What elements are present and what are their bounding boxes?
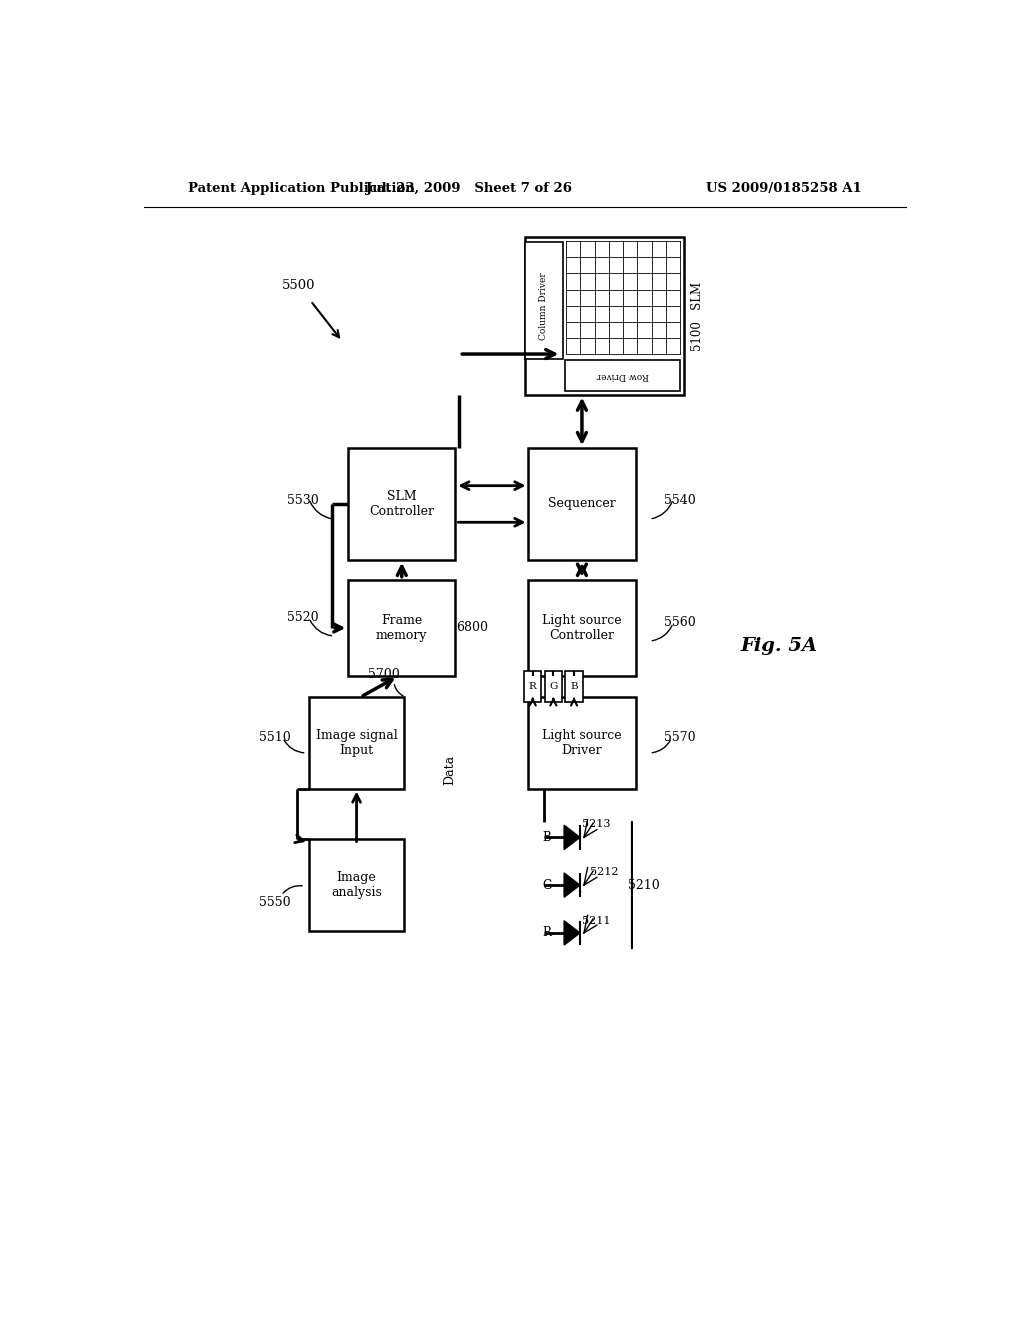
Text: Column Driver: Column Driver: [540, 272, 548, 341]
Bar: [528, 579, 636, 676]
Text: 5210: 5210: [628, 879, 659, 891]
Bar: [309, 697, 404, 788]
Text: 5530: 5530: [287, 495, 318, 507]
Text: 5212: 5212: [590, 867, 618, 876]
Bar: [524, 243, 563, 359]
Text: Image signal
Input: Image signal Input: [315, 729, 397, 756]
Text: Image
analysis: Image analysis: [331, 871, 382, 899]
Bar: [309, 840, 404, 931]
Text: 5520: 5520: [287, 611, 318, 624]
Text: 5570: 5570: [664, 731, 695, 744]
Text: Sequencer: Sequencer: [548, 498, 615, 511]
Text: 5213: 5213: [582, 820, 610, 829]
Text: 5100   SLM: 5100 SLM: [691, 281, 705, 351]
Text: B: B: [570, 682, 578, 692]
Bar: [524, 238, 684, 395]
Polygon shape: [564, 873, 580, 898]
Text: Patent Application Publication: Patent Application Publication: [187, 182, 415, 195]
Text: Fig. 5A: Fig. 5A: [740, 638, 817, 655]
Text: 5700: 5700: [368, 668, 399, 681]
Text: 6800: 6800: [457, 622, 488, 635]
Polygon shape: [564, 825, 580, 850]
Text: 5500: 5500: [282, 279, 315, 292]
Polygon shape: [564, 921, 580, 945]
Text: 5540: 5540: [664, 495, 695, 507]
Text: SLM
Controller: SLM Controller: [370, 490, 434, 517]
Text: R: R: [542, 927, 551, 940]
Bar: [565, 672, 583, 702]
Text: US 2009/0185258 A1: US 2009/0185258 A1: [707, 182, 862, 195]
Text: 5211: 5211: [582, 916, 610, 925]
Text: R: R: [528, 682, 537, 692]
Text: Row Driver: Row Driver: [597, 371, 649, 380]
Bar: [528, 697, 636, 788]
Text: 5560: 5560: [664, 616, 695, 630]
Text: 5510: 5510: [259, 731, 291, 744]
Bar: [348, 447, 456, 560]
Text: Light source
Driver: Light source Driver: [542, 729, 622, 756]
Text: Light source
Controller: Light source Controller: [542, 614, 622, 642]
Text: Frame
memory: Frame memory: [376, 614, 428, 642]
Bar: [528, 447, 636, 560]
Bar: [524, 672, 542, 702]
Bar: [545, 672, 562, 702]
Text: B: B: [543, 830, 551, 843]
Text: 5550: 5550: [259, 896, 291, 909]
Bar: [565, 360, 680, 391]
Text: G: G: [542, 879, 551, 891]
Text: Data: Data: [443, 755, 457, 785]
Text: G: G: [549, 682, 557, 692]
Bar: [348, 579, 456, 676]
Text: Jul. 23, 2009   Sheet 7 of 26: Jul. 23, 2009 Sheet 7 of 26: [367, 182, 572, 195]
